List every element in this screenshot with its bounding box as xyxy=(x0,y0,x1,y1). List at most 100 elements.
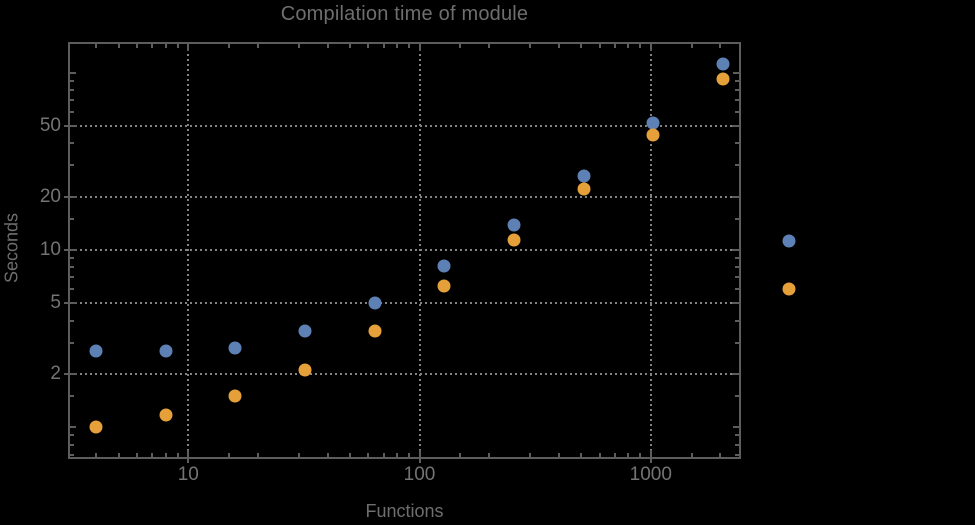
x-axis-label: Functions xyxy=(365,501,444,521)
y-tick-label-10: 10 xyxy=(39,239,61,260)
x-tick-bottom-300 xyxy=(528,453,531,457)
gridline-x-100 xyxy=(418,44,421,457)
x-tick-top-90 xyxy=(407,44,410,48)
x-tick-bottom-5 xyxy=(117,453,120,457)
data-point-series-1-x512 xyxy=(577,169,591,183)
x-tick-bottom-4 xyxy=(95,453,98,457)
y-tick-left-1.5 xyxy=(70,395,74,398)
x-tick-bottom-8 xyxy=(164,453,167,457)
y-tick-left-0.7 xyxy=(70,453,74,456)
x-tick-top-1500 xyxy=(690,44,693,48)
y-tick-left-6 xyxy=(70,288,74,291)
y-tick-left-3 xyxy=(70,341,74,344)
y-tick-right-0.9 xyxy=(735,434,739,437)
y-tick-right-6 xyxy=(735,288,739,291)
x-tick-top-700 xyxy=(613,44,616,48)
x-tick-bottom-20 xyxy=(256,453,259,457)
y-tick-right-7 xyxy=(735,276,739,279)
y-tick-right-40 xyxy=(735,142,739,145)
gridline-y-50 xyxy=(70,125,739,128)
data-point-series-1-x1024 xyxy=(646,116,660,130)
y-tick-right-4 xyxy=(735,319,739,322)
x-tick-bottom-6 xyxy=(135,453,138,457)
y-tick-left-4 xyxy=(70,319,74,322)
x-tick-bottom-150 xyxy=(459,453,462,457)
x-tick-top-800 xyxy=(627,44,630,48)
y-tick-left-80 xyxy=(70,88,74,91)
data-point-series-2-x512 xyxy=(577,182,591,196)
y-tick-right-1.5 xyxy=(735,395,739,398)
x-tick-bottom-1500 xyxy=(690,453,693,457)
y-tick-right-9 xyxy=(735,257,739,260)
y-tick-left-8 xyxy=(70,266,74,269)
x-tick-bottom-70 xyxy=(382,453,385,457)
data-point-series-2-x128 xyxy=(437,279,451,293)
y-tick-label-2: 2 xyxy=(50,362,61,384)
x-tick-top-2000 xyxy=(719,44,722,48)
data-point-series-2-x1024 xyxy=(646,128,660,142)
y-tick-right-15 xyxy=(735,217,739,220)
data-point-series-2-x64 xyxy=(368,324,382,338)
y-tick-right-0.7 xyxy=(735,453,739,456)
y-tick-right-0.8 xyxy=(735,443,739,446)
x-tick-top-20 xyxy=(256,44,259,48)
data-point-series-2-x4 xyxy=(89,420,103,434)
x-tick-bottom-700 xyxy=(613,453,616,457)
x-tick-bottom-200 xyxy=(488,453,491,457)
y-tick-left-15 xyxy=(70,217,74,220)
gridline-y-5 xyxy=(70,302,739,305)
data-point-series-1-x64 xyxy=(368,296,382,310)
legend-marker-series-2 xyxy=(782,282,796,296)
y-tick-left-1 xyxy=(70,426,76,429)
x-tick-top-4 xyxy=(95,44,98,48)
x-tick-top-15 xyxy=(227,44,230,48)
x-tick-top-6 xyxy=(135,44,138,48)
data-point-series-1-x16 xyxy=(228,341,242,355)
data-point-series-1-x8 xyxy=(159,344,173,358)
x-tick-bottom-15 xyxy=(227,453,230,457)
x-tick-top-10 xyxy=(187,44,190,51)
y-tick-right-5 xyxy=(732,302,739,305)
x-tick-bottom-900 xyxy=(639,453,642,457)
gridline-y-10 xyxy=(70,249,739,251)
data-point-series-2-x256 xyxy=(507,233,521,247)
y-tick-left-20 xyxy=(64,195,77,198)
y-tick-right-1 xyxy=(733,426,739,429)
y-tick-left-5 xyxy=(64,302,77,305)
y-tick-left-60 xyxy=(70,110,74,113)
y-tick-right-90 xyxy=(735,79,739,82)
data-point-series-2-x32 xyxy=(298,363,312,377)
x-tick-bottom-50 xyxy=(348,453,351,457)
x-tick-top-500 xyxy=(580,44,583,48)
y-tick-left-30 xyxy=(70,164,74,167)
data-point-series-1-x4 xyxy=(89,344,103,358)
x-tick-bottom-500 xyxy=(580,453,583,457)
x-tick-bottom-7 xyxy=(151,453,154,457)
x-tick-top-8 xyxy=(164,44,167,48)
x-tick-top-100 xyxy=(418,44,421,51)
x-tick-top-80 xyxy=(396,44,399,48)
x-tick-bottom-600 xyxy=(598,453,601,457)
y-tick-right-60 xyxy=(735,110,739,113)
x-tick-top-600 xyxy=(598,44,601,48)
x-tick-bottom-1000 xyxy=(649,450,652,463)
y-tick-right-80 xyxy=(735,88,739,91)
x-tick-bottom-30 xyxy=(297,453,300,457)
y-tick-left-2 xyxy=(64,372,77,375)
y-tick-left-0.8 xyxy=(70,443,74,446)
x-tick-bottom-40 xyxy=(326,453,329,457)
gridline-x-1000 xyxy=(649,44,652,457)
y-tick-right-30 xyxy=(735,164,739,167)
x-tick-top-900 xyxy=(639,44,642,48)
data-point-series-1-x32 xyxy=(298,324,312,338)
x-tick-bottom-2000 xyxy=(719,453,722,457)
x-tick-bottom-60 xyxy=(367,453,370,457)
data-point-series-1-x256 xyxy=(507,218,521,232)
data-point-series-2-x8 xyxy=(159,408,173,422)
x-tick-top-400 xyxy=(557,44,560,48)
y-tick-left-50 xyxy=(64,125,77,128)
x-tick-label-1000: 1000 xyxy=(629,464,672,485)
x-tick-top-70 xyxy=(382,44,385,48)
x-tick-bottom-800 xyxy=(627,453,630,457)
x-tick-bottom-90 xyxy=(407,453,410,457)
